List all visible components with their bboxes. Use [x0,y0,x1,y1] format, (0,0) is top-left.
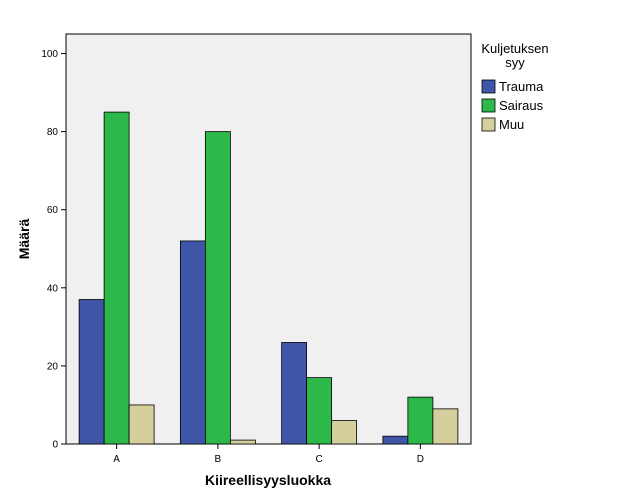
y-axis-title: Määrä [16,219,32,260]
bar-muu-b [229,439,256,445]
legend-label-trauma: Trauma [499,79,544,94]
x-tick-label: B [215,454,222,465]
y-tick-label: 80 [47,127,59,138]
legend: Kuljetuksen syy Trauma Sairaus Muu [481,41,548,132]
y-axis: 0 20 40 60 80 100 [41,49,66,451]
legend-swatch-muu [481,117,496,132]
y-tick-label: 0 [52,440,58,451]
legend-swatch-sairaus [481,98,496,113]
bar-sairaus-b [204,131,231,445]
y-tick-label: 100 [41,49,58,60]
y-tick-label: 40 [47,283,59,294]
legend-swatch-trauma [481,79,496,94]
bar-muu-a [128,404,155,445]
x-axis-title: Kiireellisyysluokka [205,472,331,488]
legend-title-line-2: syy [505,55,525,70]
x-tick-label: A [113,454,120,465]
y-tick-label: 20 [47,361,59,372]
bars [78,111,459,445]
legend-label-sairaus: Sairaus [499,98,544,113]
bar-sairaus-c [306,377,333,445]
bar-sairaus-d [407,396,434,445]
bar-trauma-c [281,342,308,445]
x-axis: A B C D [113,444,424,465]
legend-label-muu: Muu [499,117,524,132]
bar-trauma-a [78,299,105,445]
x-tick-label: D [417,454,424,465]
bar-muu-d [432,408,459,445]
bar-trauma-b [179,240,206,445]
x-tick-label: C [316,454,323,465]
bar-muu-c [331,420,358,445]
plot-area [65,33,472,445]
bar-trauma-d [382,435,409,445]
legend-title-line-1: Kuljetuksen [481,41,548,56]
y-tick-label: 60 [47,205,59,216]
bar-sairaus-a [103,111,130,445]
